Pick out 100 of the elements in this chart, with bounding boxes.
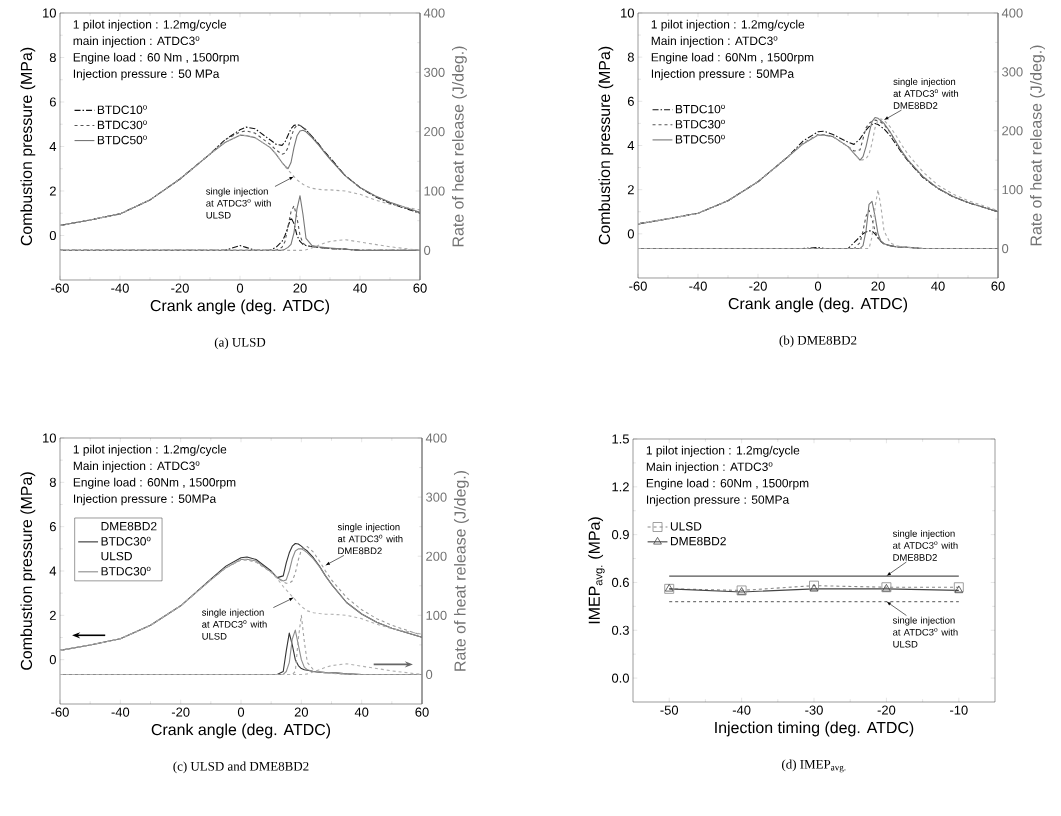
- y-tick-label: 6: [49, 97, 56, 107]
- x-axis-title: Crank angle (deg. ATDC): [151, 723, 331, 739]
- y-tick-label: 8: [49, 52, 56, 63]
- y2-tick-label: 200: [1002, 126, 1023, 136]
- x-tick-label: -20: [171, 283, 189, 293]
- x-tick-label: 0: [237, 707, 245, 717]
- text: single injection at ATDC3$^{o}$ with ULSD: [206, 187, 271, 219]
- text: (b) DME8BD2: [779, 335, 857, 348]
- y-tick-label: 0.9: [611, 530, 629, 540]
- legend-label: BTDC50$^{o}$: [675, 134, 725, 144]
- x-tick-label: 20: [871, 281, 885, 291]
- x-tick-label: 20: [294, 707, 309, 717]
- legend-label: BTDC10$^{o}$: [97, 105, 147, 115]
- x-tick-label: -40: [111, 283, 129, 293]
- x-tick-label: 60: [415, 707, 429, 717]
- y-tick-label: 10: [43, 433, 56, 443]
- y-axis-title: Combustion pressure (MPa): [598, 46, 614, 245]
- y-axis-title: Combustion pressure (MPa): [20, 47, 36, 246]
- y2-tick-label: 100: [426, 610, 447, 620]
- y-tick-label: 6: [627, 96, 634, 106]
- y-tick-label: 0.6: [611, 577, 629, 588]
- x-tick-label: 40: [353, 283, 367, 293]
- x-tick-label: 20: [293, 283, 307, 293]
- x-tick-label: 0: [236, 283, 244, 293]
- text: single injection at ATDC3$^{o}$ with ULSD: [201, 608, 267, 640]
- y-tick-label: 0: [49, 655, 56, 665]
- y2-tick-label: 200: [426, 551, 447, 561]
- annotation: 1 pilot injection : 1.2mg/cycle: [646, 445, 800, 457]
- annotation: 1 pilot injection : 1.2mg/cycle: [73, 19, 227, 32]
- annotation: 1 pilot injection : 1.2mg/cycle: [651, 19, 805, 31]
- annotation: Injection pressure : 50MPa: [646, 495, 790, 507]
- y-axis-title: IMEP$_{avg.}$ (MPa): [588, 517, 605, 624]
- annotation: Engine load : 60Nm , 1500rpm: [73, 477, 236, 489]
- text: single injection at ATDC3$^{o}$ with ULSD: [892, 616, 958, 648]
- x-tick-label: 60: [413, 283, 427, 293]
- y-tick-label: 2: [49, 610, 56, 620]
- y-tick-label: 6: [49, 522, 56, 532]
- x-tick-label: -30: [805, 705, 823, 715]
- x-tick-label: 60: [991, 281, 1005, 291]
- y-tick-label: 8: [627, 52, 634, 62]
- x-tick-label: -60: [51, 707, 69, 717]
- y-tick-label: 4: [49, 142, 57, 151]
- y-tick-label: 0: [49, 230, 56, 241]
- y-tick-label: 4: [627, 141, 635, 150]
- annotation: Main injection : ATDC3$^{o}$: [651, 36, 778, 48]
- annotation: Main injection : ATDC3$^{o}$: [73, 461, 200, 473]
- y-axis-title: Combustion pressure (MPa): [20, 472, 36, 670]
- x-tick-label: -60: [51, 283, 69, 293]
- legend-label: BTDC10$^{o}$: [675, 104, 725, 114]
- annotation: Injection pressure : 50 MPa: [73, 69, 220, 81]
- x-tick-label: -20: [749, 281, 767, 291]
- y2-tick-label: 400: [1001, 8, 1023, 18]
- y-tick-label: 10: [621, 8, 634, 18]
- annotation: Engine load : 60 Nm , 1500rpm: [73, 52, 239, 64]
- legend-label: BTDC30$^{o}$: [97, 120, 147, 130]
- x-axis-title: Crank angle (deg. ATDC): [150, 299, 330, 315]
- x-tick-label: -50: [660, 705, 679, 715]
- text: (a) ULSD: [214, 337, 266, 350]
- y-tick-label: 0: [627, 229, 634, 239]
- y2-tick-label: 200: [424, 127, 445, 137]
- y-tick-label: 10: [43, 8, 56, 18]
- x-tick-label: -10: [950, 705, 968, 715]
- legend-label: BTDC30$^{o}$: [101, 566, 151, 576]
- x-tick-label: -20: [171, 707, 190, 717]
- y2-axis-title: Rate of heat release (J/deg.): [1029, 45, 1045, 246]
- annotation: single injection at ATDC3$^{o}$ with DME8BD2: [892, 529, 958, 561]
- annotation: Engine load : 60Nm , 1500rpm: [646, 478, 809, 490]
- y2-tick-label: 0: [426, 669, 433, 680]
- annotation: main injection : ATDC3$^{o}$: [73, 36, 200, 48]
- annotation: Main injection : ATDC3$^{o}$: [646, 462, 773, 474]
- y-tick-label: 8: [49, 477, 56, 487]
- text: (d) IMEP$_{avg.}$: [782, 759, 846, 773]
- y2-tick-label: 300: [1002, 67, 1023, 77]
- legend-label: BTDC50$^{o}$: [97, 135, 147, 145]
- y2-axis-title: Rate of heat release (J/deg.): [451, 46, 467, 247]
- y2-tick-label: 0: [1002, 243, 1009, 254]
- y-tick-label: 2: [627, 185, 634, 195]
- y2-axis-title: Rate of heat release (J/deg.): [453, 471, 469, 671]
- legend-label: BTDC30$^{o}$: [101, 536, 151, 546]
- y-tick-label: 1.2: [612, 482, 629, 492]
- x-tick-label: -60: [629, 281, 647, 291]
- y2-tick-label: 300: [426, 492, 447, 502]
- y-tick-label: 0.0: [611, 673, 629, 683]
- annotation: Injection pressure : 50MPa: [73, 494, 217, 506]
- annotation: 1 pilot injection : 1.2mg/cycle: [73, 444, 227, 456]
- annotation: Injection pressure : 50MPa: [651, 69, 795, 81]
- annotation: single injection at ATDC3$^{o}$ with DME8BD2: [337, 523, 403, 555]
- y2-tick-label: 400: [425, 433, 447, 443]
- y2-tick-label: 300: [424, 67, 445, 77]
- annotation: DME8BD2: [101, 521, 157, 531]
- y2-tick-label: 100: [1002, 185, 1023, 195]
- annotation: Engine load : 60Nm , 1500rpm: [651, 52, 814, 64]
- y-tick-label: 0.3: [611, 625, 629, 635]
- x-axis-title: Crank angle (deg. ATDC): [728, 297, 908, 313]
- y-tick-label: 2: [49, 186, 56, 196]
- legend-label: DME8BD2: [670, 536, 726, 546]
- annotation: single injection at ATDC3$^{o}$ with DME8BD2: [893, 78, 959, 109]
- legend-label: BTDC30$^{o}$: [675, 119, 725, 129]
- y-tick-label: 4: [49, 566, 57, 576]
- legend-label: ULSD: [670, 522, 702, 531]
